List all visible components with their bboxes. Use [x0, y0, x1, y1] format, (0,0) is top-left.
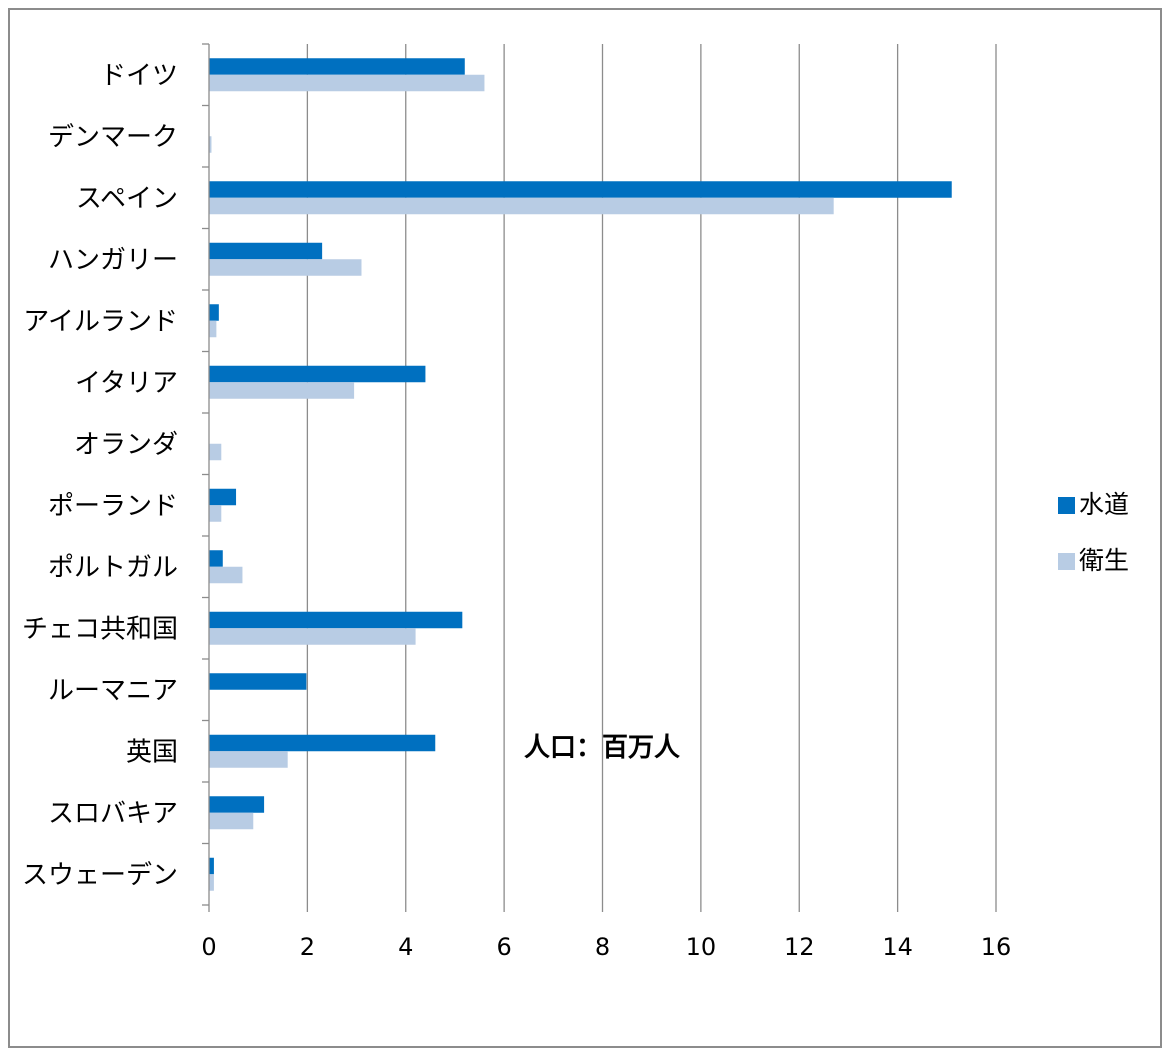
bar-water	[209, 796, 265, 813]
x-tick-label: 16	[981, 933, 1012, 961]
x-tick-label: 6	[496, 933, 511, 961]
category-label: 英国	[126, 737, 178, 767]
bar-water	[209, 242, 323, 260]
bar-sanitation	[209, 874, 214, 891]
legend-swatch	[1058, 553, 1075, 570]
bar-water	[209, 304, 219, 321]
bar-water	[209, 181, 952, 198]
legend-label: 水道	[1079, 490, 1129, 519]
bar-water	[209, 488, 237, 506]
bar-sanitation	[209, 443, 222, 461]
bar-water	[209, 734, 436, 752]
bar-sanitation	[209, 197, 834, 215]
legend-swatch	[1058, 497, 1075, 514]
x-axis-title: 人口：百万人	[524, 733, 680, 763]
category-label: イタリア	[75, 368, 178, 398]
category-labels: ドイツデンマークスペインハンガリーアイルランドイタリアオランダポーランドポルトガ…	[22, 61, 178, 891]
category-label: デンマーク	[48, 122, 178, 152]
x-tick-label: 14	[882, 933, 913, 961]
category-label: オランダ	[74, 430, 178, 460]
x-tick-label: 2	[300, 933, 315, 961]
x-tick-label: 8	[595, 933, 610, 961]
bar-sanitation	[209, 628, 416, 645]
bar-sanitation	[209, 751, 288, 768]
x-tick-label: 0	[201, 933, 216, 961]
bar-sanitation	[209, 505, 222, 522]
bar-water	[209, 58, 465, 75]
bars	[209, 58, 952, 891]
x-tick-label: 12	[784, 933, 815, 961]
bar-water	[209, 857, 214, 875]
x-tick-label: 10	[686, 933, 717, 961]
bar-water	[209, 550, 223, 567]
category-label: ポルトガル	[48, 553, 178, 583]
legend-label: 衛生	[1079, 546, 1129, 575]
bar-sanitation	[209, 259, 362, 276]
x-tick-label: 4	[398, 933, 413, 961]
axes	[202, 43, 997, 912]
bar-sanitation	[209, 812, 254, 830]
bar-water	[209, 673, 307, 690]
bar-sanitation	[209, 382, 355, 399]
category-label: アイルランド	[23, 307, 178, 337]
category-label: スウェーデン	[22, 860, 178, 890]
category-label: ドイツ	[100, 61, 178, 91]
bar-water	[209, 611, 463, 629]
category-label: ハンガリー	[48, 245, 178, 275]
bar-sanitation	[209, 136, 212, 153]
category-label: ポーランド	[48, 491, 178, 521]
category-label: スペイン	[76, 184, 178, 214]
bar-sanitation	[209, 566, 243, 584]
gridlines	[306, 44, 997, 905]
bar-sanitation	[209, 74, 485, 92]
category-label: ルーマニア	[48, 676, 178, 706]
x-tick-labels: 0 2 4 6 8 10 12 14 16	[201, 933, 1011, 961]
category-label: スロバキア	[48, 799, 178, 829]
bar-water	[209, 365, 426, 383]
category-label: チェコ共和国	[22, 614, 178, 644]
bar-sanitation	[209, 320, 217, 338]
